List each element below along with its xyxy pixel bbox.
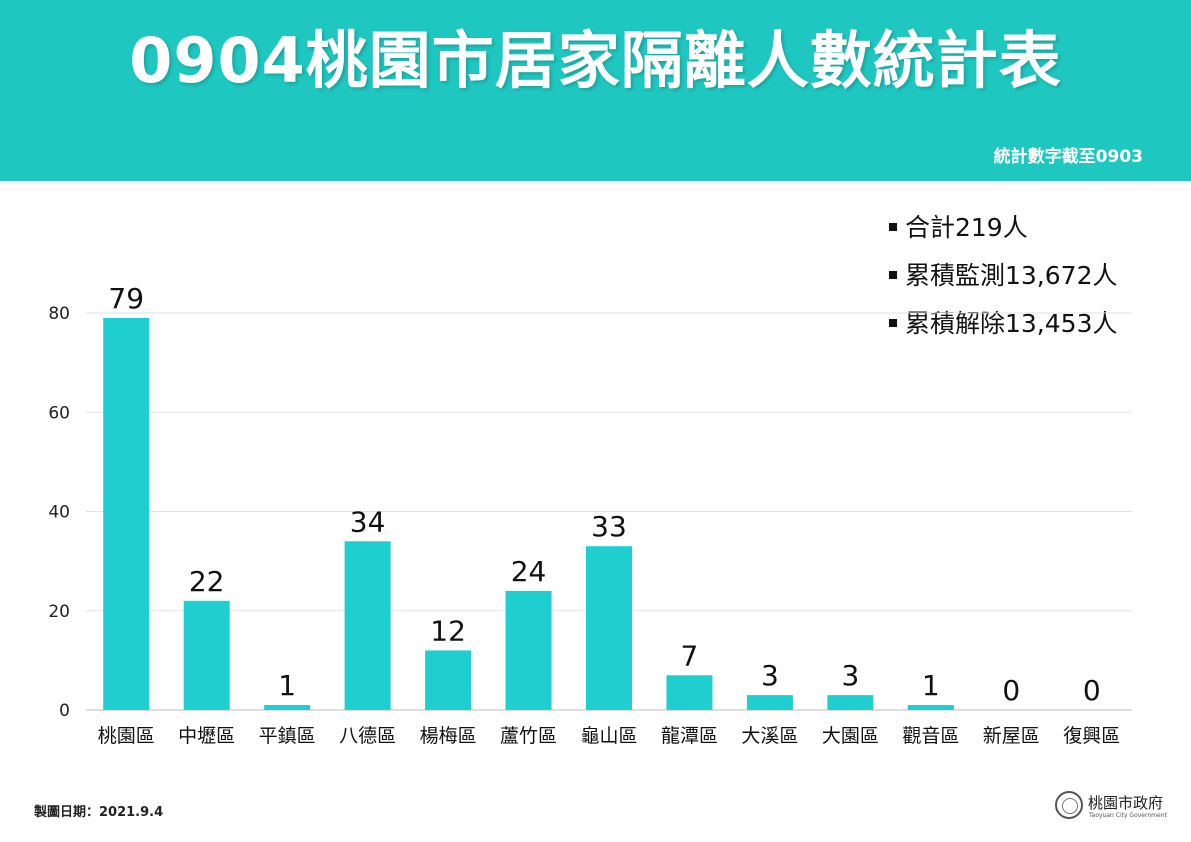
x-tick-label: 中壢區 [178,725,235,747]
data-label: 34 [350,505,386,538]
footer-date: 製圖日期：2021.9.4 [34,805,164,820]
x-tick-label: 龜山區 [580,725,637,747]
government-logo: 桃園市政府 Taoyuan City Government [1055,790,1180,826]
bar [827,695,874,710]
data-label: 7 [681,639,699,672]
x-tick-label: 大溪區 [741,725,798,747]
page-subtitle: 統計數字截至0903 [993,147,1143,167]
data-label: 22 [189,565,225,598]
bar [505,590,552,710]
data-label: 3 [841,659,859,692]
x-tick-label: 桃園區 [98,725,155,747]
y-tick-label: 60 [48,403,70,423]
summary-item-released: 累積解除13,453人 [889,304,1179,352]
bar [183,600,230,710]
data-label: 0 [1083,674,1101,707]
data-label: 1 [278,669,296,702]
header-banner: 0904桃園市居家隔離人數統計表 統計數字截至0903 [0,0,1191,181]
y-tick-label: 0 [59,701,70,721]
data-label: 79 [108,282,144,315]
y-tick-label: 80 [48,304,70,324]
summary-item-monitored: 累積監測13,672人 [889,256,1179,304]
page-title: 0904桃園市居家隔離人數統計表 [129,24,1062,97]
bullet-square-icon [889,271,897,279]
data-label: 3 [761,659,779,692]
x-tick-label: 蘆竹區 [500,725,557,747]
summary-label: 累積監測13,672人 [905,261,1118,290]
x-tick-label: 復興區 [1063,725,1120,747]
city-seal-icon [1055,791,1083,819]
bar [425,650,472,710]
x-tick-label: 八德區 [339,725,396,747]
logo-subtitle: Taoyuan City Government [1089,812,1167,819]
y-tick-label: 20 [48,602,70,622]
x-tick-label: 楊梅區 [420,725,477,747]
summary-list: 合計219人 累積監測13,672人 累積解除13,453人 [889,208,1179,352]
x-tick-label: 觀音區 [902,725,959,747]
summary-item-total: 合計219人 [889,208,1179,256]
summary-label: 累積解除13,453人 [905,309,1118,338]
data-label: 33 [591,510,627,543]
x-tick-label: 新屋區 [983,725,1040,747]
bar [103,317,150,710]
bar [746,695,793,710]
data-label: 1 [922,669,940,702]
bar [666,675,713,710]
y-tick-label: 40 [48,503,70,523]
bar [344,541,391,710]
bar [586,546,632,710]
x-tick-label: 平鎮區 [259,725,316,747]
bar [264,705,311,710]
data-label: 24 [511,555,547,588]
bullet-square-icon [889,223,897,231]
data-label: 12 [430,614,466,647]
x-tick-label: 龍潭區 [661,725,718,747]
summary-label: 合計219人 [905,213,1028,242]
bar [907,705,954,710]
logo-name: 桃園市政府 [1088,794,1164,812]
data-label: 0 [1002,674,1020,707]
bullet-square-icon [889,319,897,327]
x-tick-label: 大園區 [822,725,879,747]
